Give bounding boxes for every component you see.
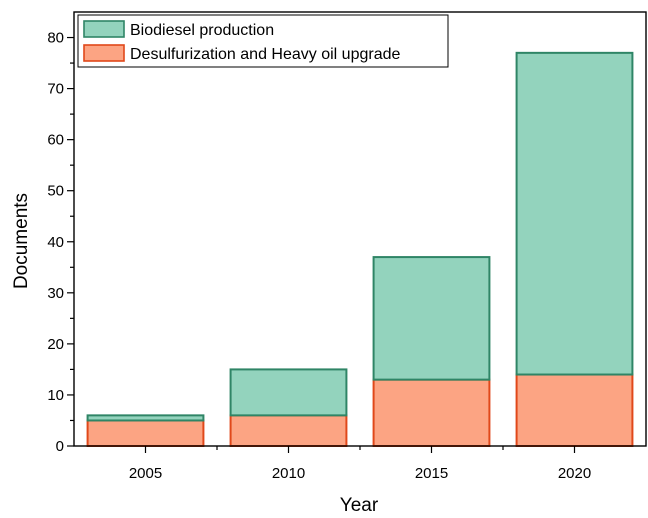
- bar-2020-series-1: [515, 51, 634, 376]
- bar-2015-series-1: [372, 256, 491, 381]
- legend: Biodiesel production Desulfurization and …: [77, 14, 449, 68]
- x-tick-label-2020: 2020: [558, 465, 591, 482]
- bar-2015-series-0: [372, 378, 491, 448]
- y-tick-label-70: 70: [47, 81, 64, 98]
- bar-2010-series-0: [229, 414, 348, 448]
- y-tick-label-40: 40: [47, 234, 64, 251]
- x-tick-label-2005: 2005: [129, 465, 162, 482]
- bars-layer: [86, 51, 634, 448]
- legend-swatch-1: [83, 44, 125, 62]
- x-tick-label-2010: 2010: [272, 465, 305, 482]
- bar-2020-series-0: [515, 373, 634, 447]
- legend-swatch-0: [83, 20, 125, 38]
- legend-box: [77, 14, 449, 68]
- bar-2005-series-1: [86, 414, 205, 422]
- ticks-layer: 2005 2010 2015 2020 0 10 20 30 40 50 60 70 80: [47, 30, 591, 482]
- bar-2010-series-1: [229, 368, 348, 417]
- y-tick-label-10: 10: [47, 387, 64, 404]
- legend-label-1: Desulfurization and Heavy oil upgrade: [130, 46, 400, 63]
- y-tick-label-50: 50: [47, 183, 64, 200]
- y-tick-label-30: 30: [47, 285, 64, 302]
- y-tick-label-0: 0: [56, 438, 64, 455]
- bar-2005-series-0: [86, 419, 205, 447]
- x-tick-label-2015: 2015: [415, 465, 448, 482]
- x-axis-title: Year: [340, 495, 379, 516]
- legend-label-0: Biodiesel production: [130, 22, 274, 39]
- y-tick-label-20: 20: [47, 336, 64, 353]
- y-tick-label-60: 60: [47, 132, 64, 149]
- y-axis-title: Documents: [11, 193, 32, 289]
- y-tick-label-80: 80: [47, 30, 64, 47]
